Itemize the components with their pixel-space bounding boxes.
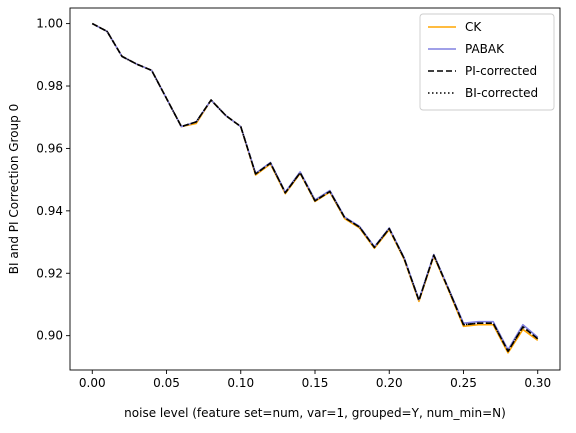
y-tick-label: 0.90 bbox=[36, 329, 63, 343]
y-axis-label: BI and PI Correction Group 0 bbox=[7, 104, 21, 274]
legend-box bbox=[419, 13, 555, 111]
x-tick-label: 0.15 bbox=[302, 376, 329, 390]
y-axis: 0.90 0.92 0.94 0.96 0.98 1.00 bbox=[36, 17, 70, 343]
y-tick-label: 1.00 bbox=[36, 17, 63, 31]
legend-label: CK bbox=[465, 20, 482, 34]
y-tick-label: 0.98 bbox=[36, 79, 63, 93]
legend-label: PABAK bbox=[465, 42, 505, 56]
series-line-pi-corrected bbox=[91, 22, 539, 353]
legend-label: BI-corrected bbox=[465, 86, 538, 100]
x-tick-label: 0.00 bbox=[79, 376, 106, 390]
y-tick-label: 0.94 bbox=[36, 204, 63, 218]
legend-label: PI-corrected bbox=[465, 64, 537, 78]
x-tick-label: 0.10 bbox=[227, 376, 254, 390]
x-axis-label: noise level (feature set=num, var=1, gro… bbox=[124, 406, 506, 420]
y-tick-label: 0.92 bbox=[36, 266, 63, 280]
x-tick-label: 0.30 bbox=[524, 376, 551, 390]
x-tick-label: 0.25 bbox=[450, 376, 477, 390]
y-tick-label: 0.96 bbox=[36, 141, 63, 155]
x-axis: 0.00 0.05 0.10 0.15 0.20 0.25 0.30 bbox=[79, 370, 551, 390]
x-tick-label: 0.05 bbox=[153, 376, 180, 390]
series-layer bbox=[91, 22, 539, 354]
legend: CK PABAK PI-corrected BI-corrected bbox=[419, 13, 555, 111]
x-tick-label: 0.20 bbox=[376, 376, 403, 390]
